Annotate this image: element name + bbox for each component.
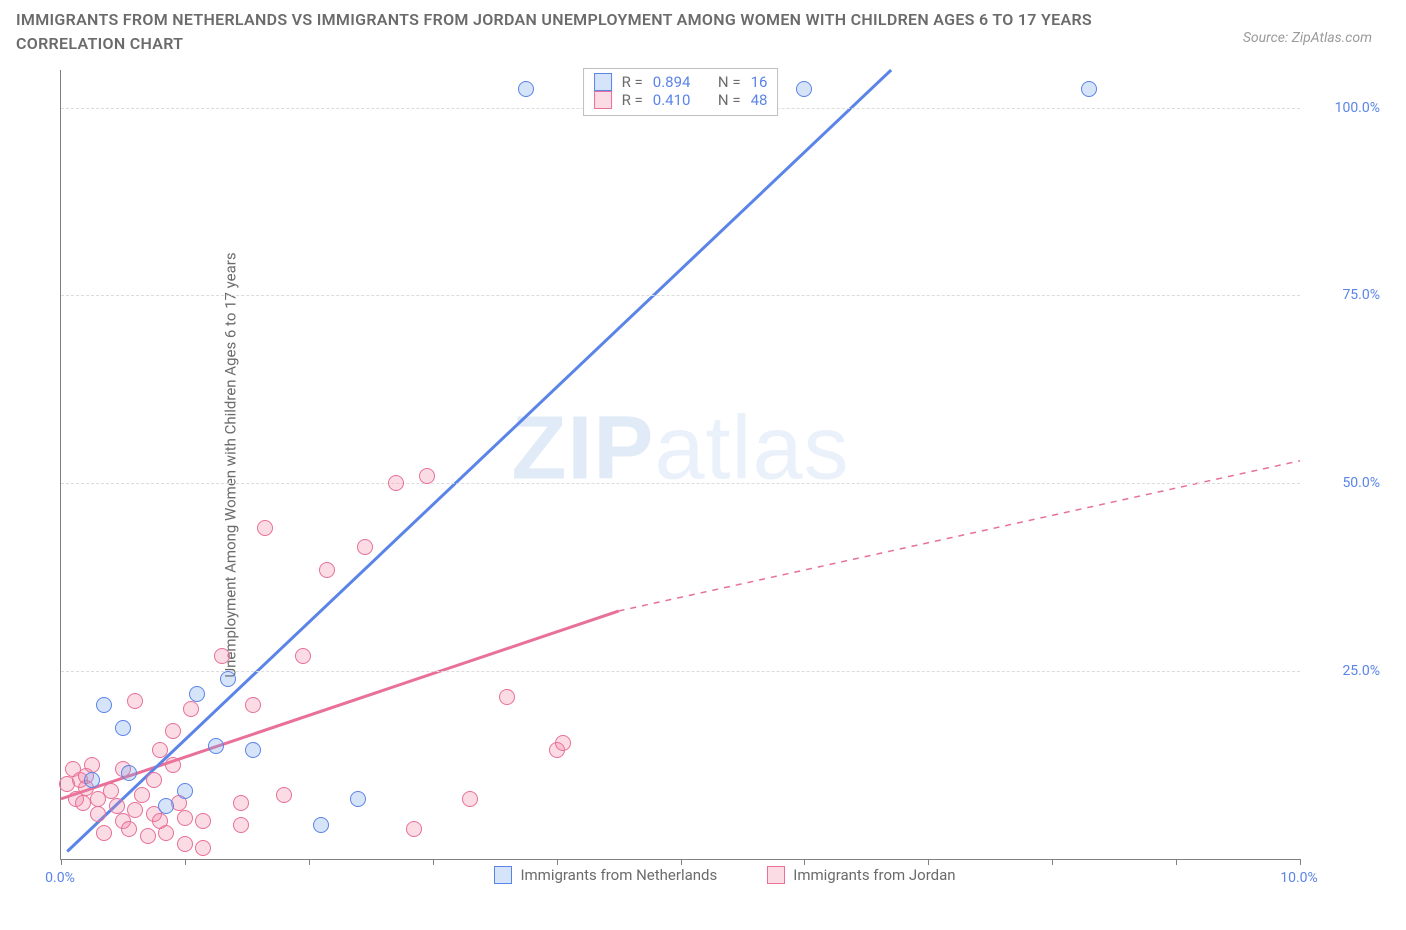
scatter-point-jordan xyxy=(96,825,112,841)
scatter-point-jordan xyxy=(177,810,193,826)
scatter-point-jordan xyxy=(127,802,143,818)
scatter-point-jordan xyxy=(555,735,571,751)
scatter-point-jordan xyxy=(233,795,249,811)
scatter-point-jordan xyxy=(357,539,373,555)
scatter-point-netherlands xyxy=(115,720,131,736)
scatter-point-jordan xyxy=(109,798,125,814)
legend-row-b: R = 0.410 N = 48 xyxy=(594,91,768,109)
scatter-point-netherlands xyxy=(313,817,329,833)
scatter-point-jordan xyxy=(183,701,199,717)
scatter-point-netherlands xyxy=(121,765,137,781)
y-tick-label: 50.0% xyxy=(1342,475,1380,491)
source-credit: Source: ZipAtlas.com xyxy=(1243,30,1372,46)
scatter-point-jordan xyxy=(177,836,193,852)
scatter-point-jordan xyxy=(195,840,211,856)
scatter-point-jordan xyxy=(165,757,181,773)
swatch-netherlands-icon xyxy=(494,866,512,884)
scatter-point-jordan xyxy=(152,742,168,758)
scatter-point-netherlands xyxy=(96,697,112,713)
r-value-a: 0.894 xyxy=(653,73,691,91)
scatter-point-netherlands xyxy=(208,738,224,754)
x-tick-label-min: 0.0% xyxy=(45,870,75,886)
scatter-point-jordan xyxy=(103,783,119,799)
scatter-point-jordan xyxy=(257,520,273,536)
scatter-point-netherlands xyxy=(158,798,174,814)
swatch-netherlands-icon xyxy=(594,73,612,91)
series-legend: Immigrants from Netherlands Immigrants f… xyxy=(60,866,1390,884)
scatter-point-jordan xyxy=(140,828,156,844)
scatter-point-netherlands xyxy=(189,686,205,702)
header: IMMIGRANTS FROM NETHERLANDS VS IMMIGRANT… xyxy=(16,8,1390,56)
scatter-point-netherlands xyxy=(796,81,812,97)
n-value-b: 48 xyxy=(751,91,768,109)
scatter-point-jordan xyxy=(295,648,311,664)
swatch-jordan-icon xyxy=(767,866,785,884)
scatter-point-jordan xyxy=(134,787,150,803)
scatter-point-jordan xyxy=(158,825,174,841)
scatter-point-jordan xyxy=(276,787,292,803)
scatter-point-netherlands xyxy=(350,791,366,807)
scatter-point-jordan xyxy=(90,806,106,822)
scatter-point-jordan xyxy=(245,697,261,713)
scatter-point-jordan xyxy=(214,648,230,664)
chart-title: IMMIGRANTS FROM NETHERLANDS VS IMMIGRANT… xyxy=(16,8,1116,56)
scatter-point-jordan xyxy=(195,813,211,829)
y-tick-label: 75.0% xyxy=(1342,287,1380,303)
scatter-point-jordan xyxy=(127,693,143,709)
scatter-point-jordan xyxy=(84,757,100,773)
swatch-jordan-icon xyxy=(594,91,612,109)
scatter-point-netherlands xyxy=(177,783,193,799)
scatter-point-netherlands xyxy=(220,671,236,687)
scatter-point-netherlands xyxy=(518,81,534,97)
r-value-b: 0.410 xyxy=(653,91,691,109)
scatter-point-jordan xyxy=(146,772,162,788)
correlation-legend: R = 0.894 N = 16 R = 0.410 N = 48 xyxy=(583,68,779,116)
scatter-point-jordan xyxy=(388,475,404,491)
scatter-point-jordan xyxy=(165,723,181,739)
scatter-point-jordan xyxy=(462,791,478,807)
r-label: R = xyxy=(622,73,643,91)
plot-area: ZIPatlas R = 0.894 N = 16 R = 0.410 N = … xyxy=(60,70,1300,860)
scatter-point-netherlands xyxy=(1081,81,1097,97)
scatter-point-jordan xyxy=(233,817,249,833)
r-label: R = xyxy=(622,91,643,109)
scatter-point-jordan xyxy=(121,821,137,837)
scatter-point-jordan xyxy=(319,562,335,578)
trend-lines xyxy=(61,70,1300,859)
y-tick-label: 25.0% xyxy=(1342,663,1380,679)
scatter-point-netherlands xyxy=(84,772,100,788)
n-label: N = xyxy=(718,73,741,91)
scatter-point-jordan xyxy=(419,468,435,484)
legend-row-a: R = 0.894 N = 16 xyxy=(594,73,768,91)
legend-item-jordan: Immigrants from Jordan xyxy=(767,866,955,884)
chart-area: ZIPatlas R = 0.894 N = 16 R = 0.410 N = … xyxy=(60,70,1390,890)
scatter-point-jordan xyxy=(406,821,422,837)
legend-label-netherlands: Immigrants from Netherlands xyxy=(520,866,717,884)
scatter-point-netherlands xyxy=(245,742,261,758)
scatter-point-jordan xyxy=(499,689,515,705)
legend-label-jordan: Immigrants from Jordan xyxy=(793,866,955,884)
n-value-a: 16 xyxy=(751,73,768,91)
y-tick-label: 100.0% xyxy=(1335,100,1380,116)
legend-item-netherlands: Immigrants from Netherlands xyxy=(494,866,717,884)
n-label: N = xyxy=(718,91,741,109)
x-tick-label-max: 10.0% xyxy=(1280,870,1318,886)
scatter-point-jordan xyxy=(75,795,91,811)
